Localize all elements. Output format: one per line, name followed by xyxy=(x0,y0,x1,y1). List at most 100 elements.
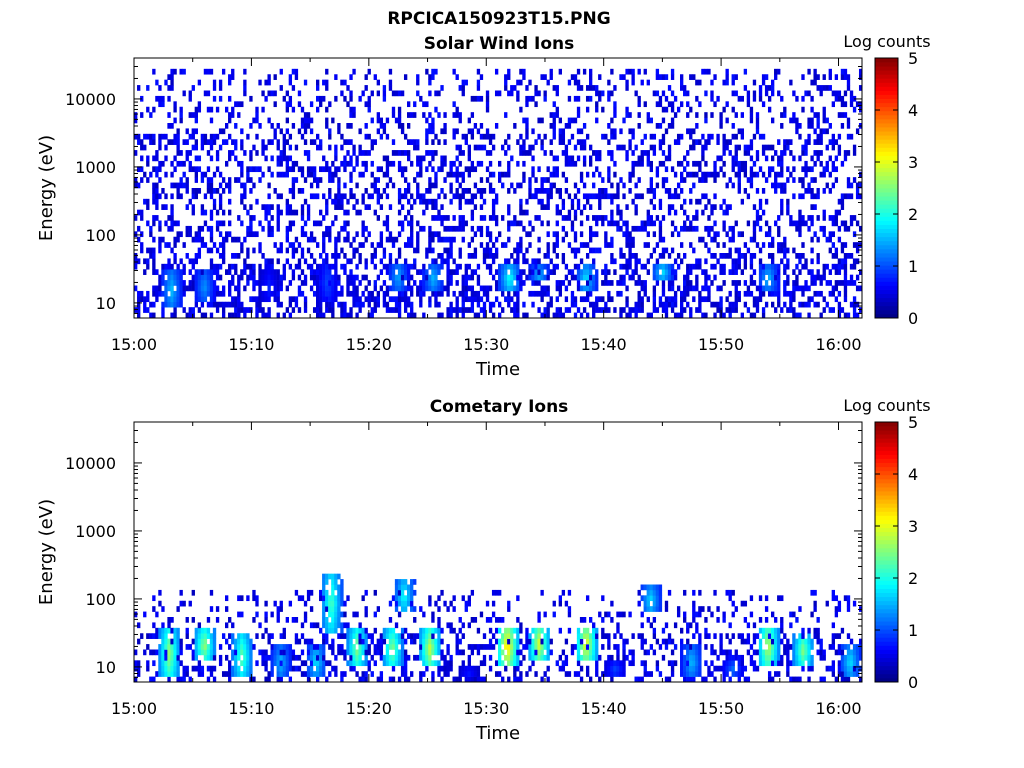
spectrogram-cell xyxy=(461,188,465,194)
spectrogram-cell xyxy=(640,79,644,86)
colorbar-swatch xyxy=(875,78,898,83)
spectrogram-cell xyxy=(680,242,684,248)
spectrogram-cell xyxy=(212,198,217,205)
spectrogram-cell xyxy=(498,649,502,656)
spectrogram-cell xyxy=(467,242,471,248)
spectrogram-cell xyxy=(567,117,572,124)
spectrogram-cell xyxy=(437,660,441,667)
spectrogram-cell xyxy=(534,215,538,221)
spectrogram-cell xyxy=(258,285,262,292)
spectrogram-cell xyxy=(464,198,468,205)
spectrogram-cell xyxy=(300,280,305,286)
spectrogram-cell xyxy=(352,633,356,639)
spectrogram-cell xyxy=(686,90,690,97)
spectrogram-cell xyxy=(203,269,208,275)
spectrogram-cell xyxy=(288,600,293,607)
spectrogram-cell xyxy=(322,617,326,623)
spectrogram-cell xyxy=(328,274,332,281)
spectrogram-cell xyxy=(777,263,781,270)
spectrogram-cell xyxy=(231,671,235,677)
spectrogram-cell xyxy=(343,220,347,227)
spectrogram-cell xyxy=(695,263,699,270)
spectrogram-cell xyxy=(373,253,377,259)
spectrogram-cell xyxy=(188,225,192,232)
spectrogram-cell xyxy=(352,236,356,243)
spectrogram-cell xyxy=(312,258,317,265)
spectrogram-cell xyxy=(328,193,332,200)
spectrogram-cell xyxy=(722,160,726,167)
spectrogram-cell xyxy=(731,263,735,270)
spectrogram-cell xyxy=(585,253,590,259)
colorbar-swatch xyxy=(875,106,898,112)
spectrogram-cell xyxy=(813,301,817,308)
spectrogram-cell xyxy=(752,171,757,178)
spectrogram-cell xyxy=(276,280,280,286)
spectrogram-cell xyxy=(734,247,738,254)
spectrogram-cell xyxy=(774,150,778,156)
spectrogram-cell xyxy=(170,139,174,145)
spectrogram-cell xyxy=(555,307,559,313)
spectrogram-cell xyxy=(316,85,320,91)
spectrogram-cell xyxy=(852,231,857,238)
spectrogram-cell xyxy=(303,117,308,124)
spectrogram-cell xyxy=(552,117,556,124)
spectrogram-cell xyxy=(240,160,244,167)
spectrogram-cell xyxy=(328,660,332,667)
spectrogram-cell xyxy=(549,139,553,145)
colorbar-swatch xyxy=(875,147,898,152)
spectrogram-cell xyxy=(692,144,696,151)
spectrogram-cell xyxy=(440,258,444,265)
spectrogram-cell xyxy=(825,236,829,243)
spectrogram-cell xyxy=(194,644,198,650)
spectrogram-cell xyxy=(749,258,754,265)
spectrogram-cell xyxy=(698,236,702,243)
spectrogram-cell xyxy=(658,220,663,227)
spectrogram-cell xyxy=(434,649,438,656)
spectrogram-cell xyxy=(349,665,353,672)
spectrogram-cell xyxy=(437,312,441,319)
spectrogram-cell xyxy=(701,312,705,319)
spectrogram-cell xyxy=(589,247,593,254)
spectrogram-cell xyxy=(625,112,629,118)
spectrogram-cell xyxy=(710,204,714,210)
spectrogram-cell xyxy=(722,220,726,227)
figure-title: RPCICA150923T15.PNG xyxy=(387,9,610,29)
spectrogram-cell xyxy=(540,198,544,205)
spectrogram-cell xyxy=(382,95,387,102)
spectrogram-cell xyxy=(652,220,657,227)
spectrogram-cell xyxy=(316,95,320,102)
spectrogram-cell xyxy=(704,242,708,248)
spectrogram-cell xyxy=(349,269,353,275)
spectrogram-cell xyxy=(670,90,675,97)
spectrogram-cell xyxy=(425,117,429,124)
spectrogram-cell xyxy=(537,269,541,275)
spectrogram-cell xyxy=(443,215,447,221)
spectrogram-cell xyxy=(507,220,511,227)
spectrogram-cell xyxy=(761,79,766,86)
spectrogram-cell xyxy=(592,171,596,178)
spectrogram-cell xyxy=(352,166,356,173)
spectrogram-cell xyxy=(452,236,456,243)
spectrogram-cell xyxy=(407,312,411,319)
spectrogram-cell xyxy=(519,198,523,205)
spectrogram-cell xyxy=(155,171,159,178)
spectrogram-cell xyxy=(334,274,338,281)
spectrogram-cell xyxy=(146,220,150,227)
spectrogram-cell xyxy=(552,247,556,254)
spectrogram-cell xyxy=(140,144,144,151)
spectrogram-cell xyxy=(634,160,638,167)
spectrogram-cell xyxy=(419,654,423,661)
spectrogram-cell xyxy=(221,301,226,308)
spectrogram-cell xyxy=(667,296,672,303)
spectrogram-cell xyxy=(391,269,396,275)
spectrogram-cell xyxy=(322,606,326,612)
spectrogram-cell xyxy=(373,589,377,596)
spectrogram-cell xyxy=(670,68,675,75)
spectrogram-cell xyxy=(549,182,553,189)
spectrogram-cell xyxy=(573,193,578,200)
spectrogram-cell xyxy=(382,280,387,286)
spectrogram-cell xyxy=(349,155,353,162)
spectrogram-cell xyxy=(419,198,423,205)
spectrogram-cell xyxy=(689,144,693,151)
spectrogram-cell xyxy=(543,133,547,140)
